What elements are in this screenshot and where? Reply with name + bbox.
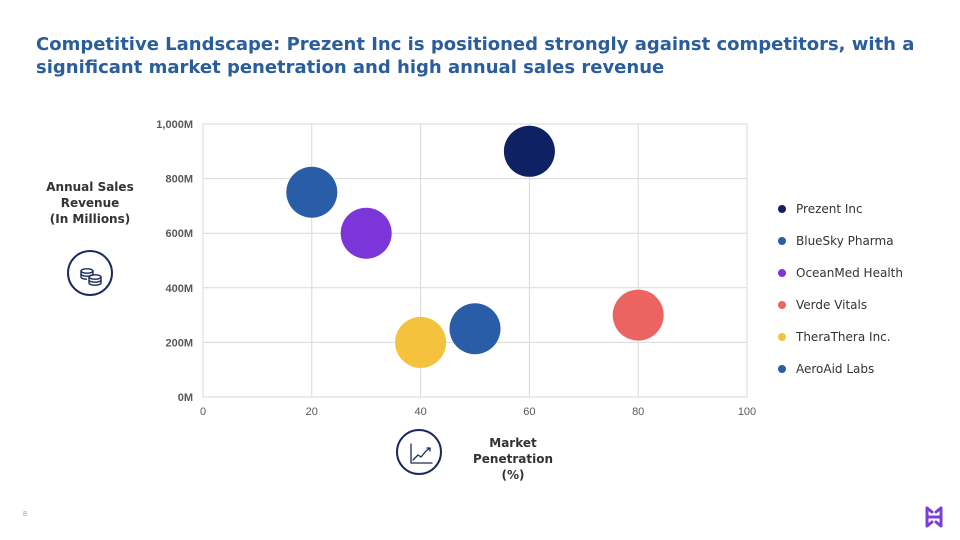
x-tick-label: 0 — [200, 406, 206, 418]
legend-label: OceanMed Health — [796, 266, 903, 280]
legend-label: Verde Vitals — [796, 298, 868, 312]
legend-label: AeroAid Labs — [796, 362, 875, 376]
x-axis-title-line: Market Penetration — [472, 436, 553, 466]
coins-icon — [67, 250, 113, 296]
legend-label: BlueSky Pharma — [796, 234, 894, 248]
y-axis-title-line: Revenue — [60, 196, 120, 210]
legend-item: OceanMed Health — [778, 257, 948, 289]
y-tick-label: 200M — [165, 337, 193, 349]
page-number: 8 — [23, 511, 27, 518]
legend-item: TheraThera Inc. — [778, 321, 948, 353]
y-axis-title-line: (In Millions) — [49, 212, 131, 226]
data-point — [395, 316, 447, 368]
legend-marker — [778, 301, 786, 309]
y-tick-label: 400M — [165, 283, 193, 295]
data-point — [503, 125, 555, 177]
legend-item: Prezent Inc — [778, 193, 948, 225]
slide-title: Competitive Landscape: Prezent Inc is po… — [36, 34, 915, 78]
legend-item: AeroAid Labs — [778, 353, 948, 385]
legend-marker — [778, 269, 786, 277]
chart-legend: Prezent Inc BlueSky Pharma OceanMed Health… — [778, 193, 948, 385]
y-tick-label: 600M — [165, 228, 193, 240]
x-tick-label: 20 — [306, 406, 318, 418]
y-tick-label: 800M — [165, 174, 193, 186]
x-tick-label: 100 — [738, 406, 756, 418]
line-chart-icon — [396, 429, 442, 475]
legend-marker — [778, 237, 786, 245]
legend-marker — [778, 205, 786, 213]
legend-marker — [778, 333, 786, 341]
data-point — [612, 289, 664, 341]
legend-label: Prezent Inc — [796, 202, 863, 216]
legend-marker — [778, 365, 786, 373]
data-point — [286, 166, 338, 218]
legend-label: TheraThera Inc. — [796, 330, 891, 344]
y-axis-title: Annual Sales Revenue (In Millions) — [40, 179, 140, 227]
y-tick-label: 0M — [178, 392, 193, 404]
legend-item: Verde Vitals — [778, 289, 948, 321]
brand-logo-icon — [925, 506, 943, 528]
x-axis-title-line: (%) — [501, 468, 525, 482]
data-point — [340, 207, 392, 259]
x-tick-label: 80 — [632, 406, 644, 418]
x-tick-label: 40 — [414, 406, 426, 418]
x-tick-label: 60 — [523, 406, 535, 418]
legend-item: BlueSky Pharma — [778, 225, 948, 257]
plot-area — [202, 123, 748, 398]
y-axis-title-line: Annual Sales — [46, 180, 134, 194]
data-point — [449, 303, 501, 355]
y-tick-label: 1,000M — [156, 119, 193, 131]
x-axis-title: Market Penetration (%) — [448, 435, 578, 483]
